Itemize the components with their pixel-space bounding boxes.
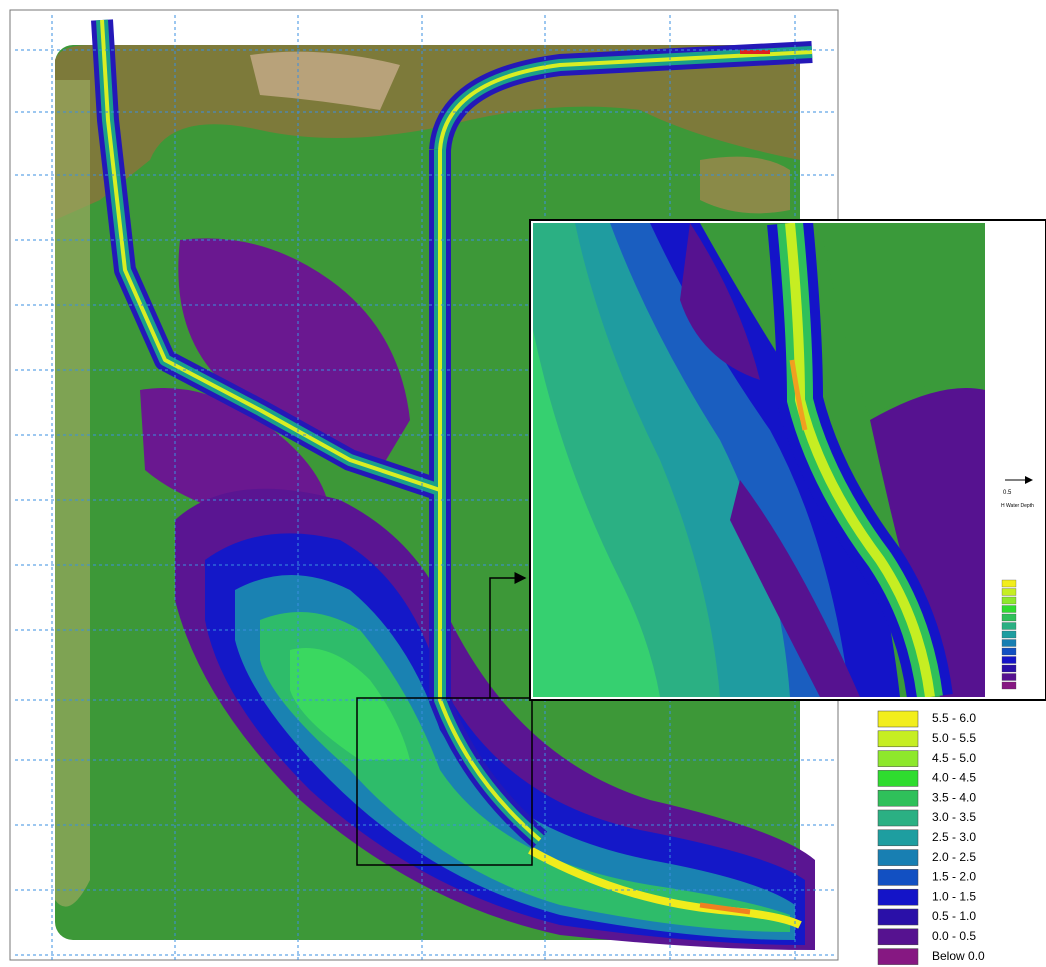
legend-label: 2.5 - 3.0 (932, 830, 976, 844)
inset-legend-swatch (1002, 657, 1016, 664)
inset-legend-swatch (1002, 614, 1016, 621)
inset-legend-swatch (1002, 589, 1016, 596)
inset-legend-swatch (1002, 682, 1016, 689)
legend-label: 5.0 - 5.5 (932, 731, 976, 745)
inset-legend-swatch (1002, 597, 1016, 604)
legend-swatch (878, 731, 918, 747)
inset-arrow-label: 0.5 (1003, 490, 1012, 496)
legend-swatch (878, 830, 918, 846)
legend-label: 1.5 - 2.0 (932, 870, 976, 884)
legend-swatch (878, 869, 918, 885)
legend-swatch (878, 711, 918, 727)
legend-swatch (878, 790, 918, 806)
legend-swatch (878, 929, 918, 945)
legend-swatch (878, 850, 918, 866)
inset: 0.5 H Water Depth (530, 220, 1046, 700)
legend-swatch (878, 770, 918, 786)
legend: 5.5 - 6.0 5.0 - 5.5 4.5 - 5.0 4.0 - 4.5 3.5 … (878, 711, 985, 965)
inset-legend-swatch (1002, 580, 1016, 587)
legend-label: 1.0 - 1.5 (932, 889, 976, 903)
inset-legend-swatch (1002, 665, 1016, 672)
legend-swatch (878, 751, 918, 767)
page: 0.5 H Water Depth 5.5 - 6.0 5.0 - 5.5 4.5 … (0, 0, 1046, 967)
inset-legend-swatch (1002, 640, 1016, 647)
legend-label: 4.5 - 5.0 (932, 751, 976, 765)
inset-legend-swatch (1002, 623, 1016, 630)
inset-legend-swatch (1002, 606, 1016, 613)
legend-swatch (878, 889, 918, 905)
inset-legend-swatch (1002, 674, 1016, 681)
legend-label: 0.5 - 1.0 (932, 909, 976, 923)
legend-label: 3.0 - 3.5 (932, 810, 976, 824)
inset-legend-title: H Water Depth (1001, 503, 1034, 509)
legend-label: 2.0 - 2.5 (932, 850, 976, 864)
legend-label: 5.5 - 6.0 (932, 711, 976, 725)
legend-label: Below 0.0 (932, 949, 985, 963)
legend-swatch (878, 810, 918, 826)
inset-legend-swatch (1002, 631, 1016, 638)
legend-swatch (878, 909, 918, 925)
inset-legend-swatch (1002, 648, 1016, 655)
legend-label: 4.0 - 4.5 (932, 771, 976, 785)
legend-label: 0.0 - 0.5 (932, 929, 976, 943)
legend-swatch (878, 949, 918, 965)
legend-label: 3.5 - 4.0 (932, 790, 976, 804)
